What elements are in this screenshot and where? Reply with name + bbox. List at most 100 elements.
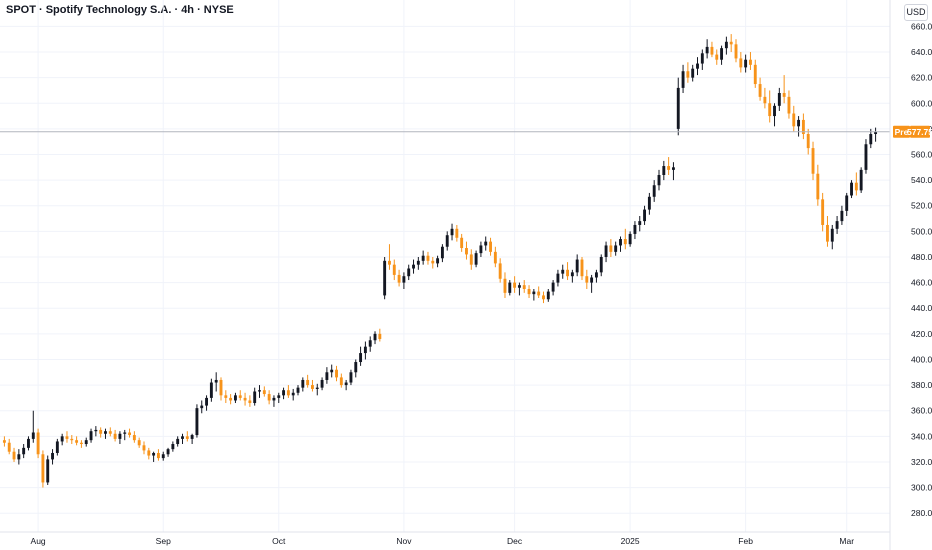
- candle-body: [176, 438, 180, 445]
- candle: [556, 269, 560, 287]
- pre-label: Pre: [895, 127, 909, 137]
- candle-body: [12, 451, 16, 460]
- candle-body: [758, 84, 762, 97]
- candle: [845, 192, 849, 216]
- candle: [132, 431, 136, 443]
- candle-body: [575, 259, 579, 273]
- candle-body: [604, 245, 608, 257]
- candle-body: [388, 260, 391, 265]
- candle-body: [142, 445, 146, 451]
- candle-body: [594, 272, 598, 278]
- candle-body: [633, 224, 637, 234]
- candle: [339, 373, 343, 388]
- candle-body: [440, 246, 444, 259]
- last-price-bg: [910, 125, 930, 138]
- candle-body: [306, 379, 310, 386]
- candle: [128, 428, 131, 438]
- candle: [450, 223, 454, 241]
- candle-body: [94, 429, 98, 432]
- y-tick-label: 520.00: [911, 201, 932, 211]
- candle-body: [657, 175, 661, 186]
- candle: [801, 113, 805, 140]
- candle: [484, 236, 488, 251]
- candle-body: [368, 340, 372, 347]
- candle-body: [31, 432, 35, 439]
- candle-body: [527, 289, 531, 295]
- candle: [835, 215, 839, 234]
- candle: [17, 449, 21, 465]
- candle: [503, 272, 507, 298]
- candle-body: [869, 134, 873, 145]
- candle-body: [854, 182, 858, 191]
- candle: [94, 426, 98, 437]
- candle: [570, 269, 574, 283]
- candle-body: [777, 93, 781, 106]
- candle: [224, 390, 228, 404]
- candle: [296, 385, 300, 396]
- candle-body: [484, 241, 488, 246]
- y-tick-label: 660.00: [911, 21, 932, 31]
- pre-label-bg: [893, 125, 910, 138]
- candle: [258, 385, 261, 398]
- candle: [156, 449, 160, 461]
- candle-body: [383, 260, 387, 296]
- candle: [773, 103, 776, 127]
- candle-body: [749, 59, 752, 65]
- candle-body: [489, 241, 492, 252]
- candle: [363, 341, 367, 360]
- candle: [142, 441, 146, 455]
- candle: [378, 328, 382, 342]
- candle: [546, 289, 550, 302]
- candle: [830, 224, 834, 250]
- candle-body: [262, 390, 266, 395]
- candle: [575, 254, 579, 277]
- y-tick-label: 340.00: [911, 431, 932, 441]
- candle: [368, 336, 372, 352]
- candle: [768, 90, 772, 123]
- candle-body: [258, 390, 261, 392]
- candle-body: [508, 282, 512, 293]
- candle: [508, 280, 512, 296]
- candle: [190, 433, 194, 445]
- candle-body: [599, 256, 603, 273]
- candle-body: [643, 209, 647, 222]
- candle-body: [662, 166, 666, 176]
- candle: [238, 390, 242, 401]
- candle-body: [412, 264, 415, 269]
- time-axis: Aug Sep Oct Nov Dec 2025 Feb Mar: [0, 531, 890, 546]
- candle-body: [469, 254, 473, 265]
- candle-body: [546, 291, 550, 300]
- candle: [474, 250, 478, 268]
- candle-body: [89, 431, 93, 441]
- candle: [517, 282, 521, 296]
- y-tick-label: 600.00: [911, 98, 932, 108]
- candle: [104, 428, 107, 439]
- candle-body: [431, 260, 435, 264]
- candle-body: [55, 441, 59, 453]
- candle: [724, 36, 728, 55]
- candle: [431, 256, 435, 269]
- candle-body: [445, 235, 449, 247]
- candle: [12, 447, 16, 462]
- candle-body: [325, 372, 329, 380]
- candle: [720, 45, 724, 65]
- candle-body: [753, 64, 757, 85]
- candle-body: [493, 251, 497, 264]
- candle: [739, 52, 743, 73]
- candle: [79, 440, 83, 448]
- candle-body: [46, 459, 50, 483]
- x-tick-label: Mar: [839, 536, 854, 546]
- candle: [542, 291, 545, 304]
- candle-body: [41, 454, 45, 483]
- y-tick-label: 480.00: [911, 252, 932, 262]
- candle: [161, 451, 165, 461]
- candle-body: [22, 447, 26, 455]
- candle: [70, 435, 74, 445]
- candle: [609, 239, 613, 257]
- currency-button[interactable]: USD: [904, 4, 928, 21]
- y-tick-label: 500.00: [911, 226, 932, 236]
- candle: [392, 259, 396, 281]
- candle: [89, 428, 93, 443]
- candle: [388, 244, 391, 270]
